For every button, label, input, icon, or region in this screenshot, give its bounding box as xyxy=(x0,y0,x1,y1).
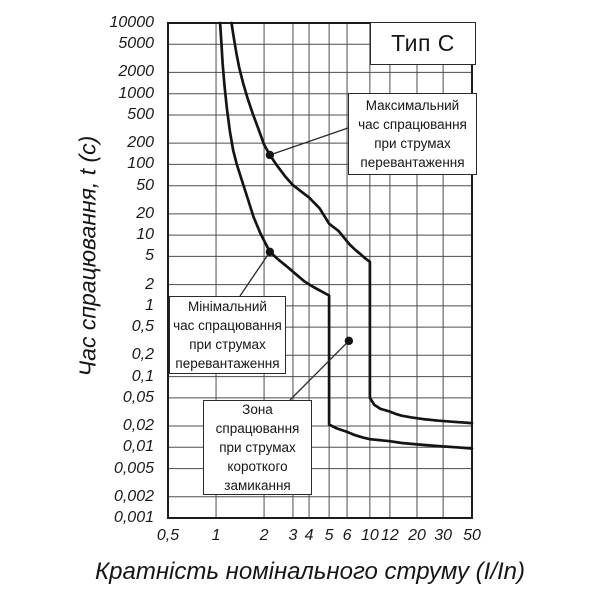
x-tick-label: 50 xyxy=(463,527,481,544)
y-tick-label: 0,01 xyxy=(122,438,154,456)
short-circuit-zone-annotation: Зона спрацювання при струмах короткого з… xyxy=(203,400,312,495)
min-trip-time-annotation: Мінімальний час спрацювання при струмах … xyxy=(169,296,286,374)
y-tick-label: 0,02 xyxy=(122,416,154,434)
y-tick-label: 1 xyxy=(145,296,154,314)
y-tick-label: 5 xyxy=(145,247,154,265)
x-tick-label: 1 xyxy=(211,527,221,544)
annotation-marker-dot xyxy=(265,247,275,257)
y-tick-label: 2 xyxy=(145,275,154,293)
x-tick-label: 2 xyxy=(259,527,269,544)
y-tick-label: 0,05 xyxy=(122,388,154,406)
y-tick-label: 0,001 xyxy=(113,509,154,526)
min-trip-time-curve xyxy=(218,21,474,450)
x-tick-label: 0,5 xyxy=(156,527,180,544)
y-tick-label: 200 xyxy=(127,134,154,152)
x-tick-label: 4 xyxy=(304,527,314,544)
annotation-leader-line xyxy=(269,127,349,156)
plot-frame xyxy=(167,22,473,519)
y-tick-label: 0,002 xyxy=(113,487,154,505)
y-tick-label: 0,1 xyxy=(131,367,154,385)
x-axis-title: Кратність номінального струму (I/In) xyxy=(94,558,526,585)
annotation-leader-line xyxy=(289,340,350,401)
x-tick-label: 5 xyxy=(324,527,334,544)
y-tick-label: 2000 xyxy=(118,63,154,81)
y-tick-label: 20 xyxy=(136,204,154,222)
x-tick-label: 30 xyxy=(434,527,452,544)
y-tick-label: 50 xyxy=(136,176,154,194)
max-trip-time-annotation: Максимальний час спрацювання при струмах… xyxy=(348,93,477,175)
y-tick-label: 0,5 xyxy=(131,318,154,336)
x-tick-label: 12 xyxy=(381,527,399,544)
y-tick-label: 1000 xyxy=(118,84,154,102)
y-tick-label: 5000 xyxy=(118,35,154,53)
breaker-type-label: Тип С xyxy=(370,22,476,65)
y-tick-label: 10000 xyxy=(109,14,155,31)
y-tick-label: 100 xyxy=(127,155,154,173)
annotation-leader-line xyxy=(239,251,271,297)
y-tick-label: 0,2 xyxy=(131,346,154,364)
max-trip-time-curve xyxy=(230,21,474,425)
y-tick-label: 10 xyxy=(136,226,154,244)
annotation-marker-dot xyxy=(265,150,275,160)
x-tick-label: 10 xyxy=(360,527,379,544)
y-tick-label: 0,005 xyxy=(113,459,154,477)
x-tick-label: 3 xyxy=(288,527,298,544)
x-tick-label: 20 xyxy=(408,527,426,544)
x-tick-label: 6 xyxy=(342,527,352,544)
y-tick-label: 500 xyxy=(127,106,154,123)
annotation-marker-dot xyxy=(344,336,354,346)
